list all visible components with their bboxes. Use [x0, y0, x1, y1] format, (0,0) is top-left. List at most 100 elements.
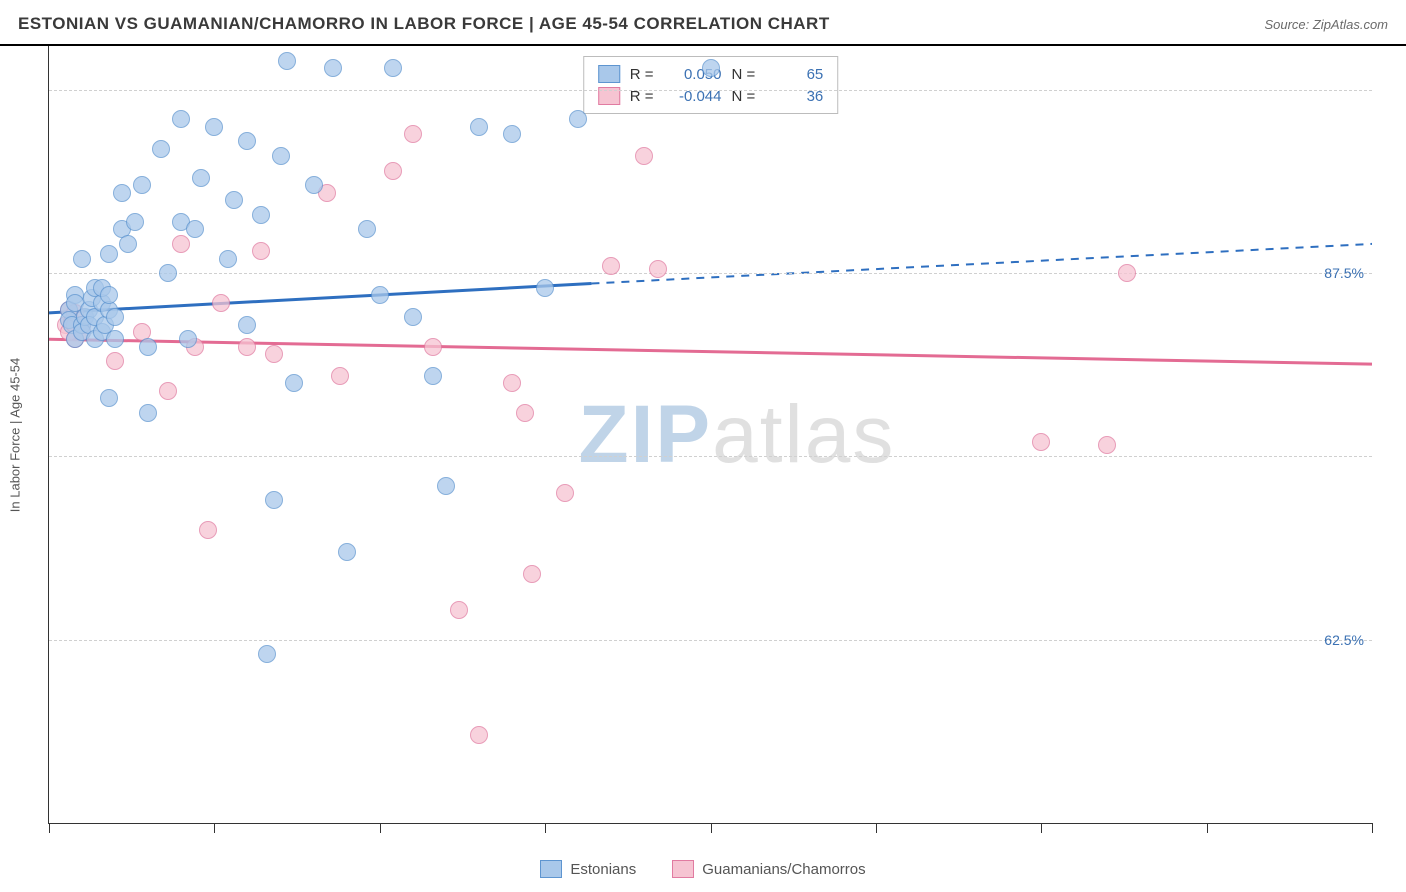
data-point-blue [133, 176, 151, 194]
watermark-part1: ZIP [579, 389, 713, 480]
data-point-blue [106, 330, 124, 348]
x-tick [380, 823, 381, 833]
data-point-blue [179, 330, 197, 348]
x-tick [1372, 823, 1373, 833]
trend-lines-svg [49, 46, 1372, 823]
data-point-blue [100, 245, 118, 263]
data-point-pink [635, 147, 653, 165]
data-point-blue [503, 125, 521, 143]
x-tick [49, 823, 50, 833]
data-point-blue [225, 191, 243, 209]
data-point-blue [470, 118, 488, 136]
data-point-pink [159, 382, 177, 400]
watermark-part2: atlas [712, 389, 895, 480]
data-point-pink [404, 125, 422, 143]
data-point-blue [338, 543, 356, 561]
legend-item-blue: Estonians [540, 860, 636, 878]
data-point-pink [212, 294, 230, 312]
data-point-pink [106, 352, 124, 370]
x-tick [711, 823, 712, 833]
data-point-blue [437, 477, 455, 495]
data-point-pink [450, 601, 468, 619]
data-point-blue [73, 250, 91, 268]
r-label: R = [630, 66, 654, 83]
x-tick [214, 823, 215, 833]
data-point-blue [126, 213, 144, 231]
data-point-blue [152, 140, 170, 158]
data-point-pink [470, 726, 488, 744]
grid-line [49, 456, 1372, 457]
n-value-blue: 65 [765, 66, 823, 83]
data-point-blue [272, 147, 290, 165]
data-point-blue [278, 52, 296, 70]
swatch-pink [672, 860, 694, 878]
x-tick [876, 823, 877, 833]
x-tick [1041, 823, 1042, 833]
data-point-pink [238, 338, 256, 356]
data-point-blue [139, 338, 157, 356]
y-tick-label: 87.5% [1324, 265, 1364, 281]
data-point-blue [106, 308, 124, 326]
chart-header: ESTONIAN VS GUAMANIAN/CHAMORRO IN LABOR … [0, 0, 1406, 46]
swatch-blue [540, 860, 562, 878]
series-label-blue: Estonians [570, 861, 636, 878]
legend-item-pink: Guamanians/Chamorros [672, 860, 865, 878]
data-point-blue [139, 404, 157, 422]
chart-title: ESTONIAN VS GUAMANIAN/CHAMORRO IN LABOR … [18, 14, 830, 34]
data-point-blue [100, 389, 118, 407]
x-tick [1207, 823, 1208, 833]
data-point-blue [404, 308, 422, 326]
data-point-blue [265, 491, 283, 509]
watermark: ZIPatlas [579, 388, 896, 482]
series-legend: Estonians Guamanians/Chamorros [0, 860, 1406, 878]
legend-row-pink: R = -0.044 N = 36 [598, 85, 824, 107]
data-point-pink [172, 235, 190, 253]
data-point-blue [205, 118, 223, 136]
x-tick [545, 823, 546, 833]
grid-line [49, 273, 1372, 274]
data-point-blue [113, 184, 131, 202]
data-point-pink [384, 162, 402, 180]
data-point-blue [186, 220, 204, 238]
data-point-blue [238, 316, 256, 334]
data-point-pink [649, 260, 667, 278]
data-point-blue [569, 110, 587, 128]
data-point-blue [384, 59, 402, 77]
data-point-blue [285, 374, 303, 392]
data-point-blue [192, 169, 210, 187]
data-point-blue [219, 250, 237, 268]
n-label: N = [732, 66, 756, 83]
data-point-pink [503, 374, 521, 392]
data-point-blue [238, 132, 256, 150]
data-point-pink [516, 404, 534, 422]
trend-line [591, 244, 1372, 284]
data-point-pink [602, 257, 620, 275]
data-point-pink [424, 338, 442, 356]
data-point-blue [100, 286, 118, 304]
data-point-pink [556, 484, 574, 502]
data-point-pink [331, 367, 349, 385]
data-point-blue [119, 235, 137, 253]
data-point-blue [424, 367, 442, 385]
data-point-blue [371, 286, 389, 304]
scatter-chart: In Labor Force | Age 45-54 ZIPatlas R = … [48, 46, 1372, 824]
trend-line [49, 283, 591, 312]
data-point-pink [252, 242, 270, 260]
y-axis-label: In Labor Force | Age 45-54 [8, 357, 23, 511]
data-point-pink [265, 345, 283, 363]
data-point-pink [1032, 433, 1050, 451]
data-point-blue [358, 220, 376, 238]
data-point-blue [702, 59, 720, 77]
data-point-blue [159, 264, 177, 282]
data-point-blue [258, 645, 276, 663]
data-point-pink [1098, 436, 1116, 454]
data-point-blue [252, 206, 270, 224]
data-point-blue [305, 176, 323, 194]
data-point-blue [324, 59, 342, 77]
data-point-pink [523, 565, 541, 583]
data-point-blue [172, 110, 190, 128]
data-point-blue [536, 279, 554, 297]
swatch-blue [598, 65, 620, 83]
data-point-pink [199, 521, 217, 539]
grid-line [49, 640, 1372, 641]
